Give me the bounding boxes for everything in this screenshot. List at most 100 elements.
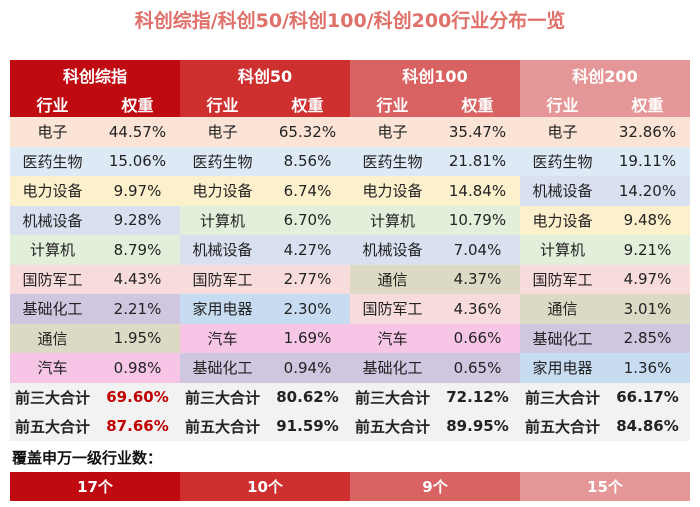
table-row: 电力设备 9.97% 电力设备 6.74% 电力设备 14.84% 机械设备 14.20% xyxy=(10,176,690,206)
table-row: 汽车 0.98% 基础化工 0.94% 基础化工 0.65% 家用电器 1.36% xyxy=(10,353,690,383)
index-header-row: 科创综指 科创50 科创100 科创200 xyxy=(10,60,690,90)
page-title: 科创综指/科创50/科创100/科创200行业分布一览 xyxy=(134,10,566,32)
weight-cell: 9.21% xyxy=(605,235,690,265)
weight-cell: 15.06% xyxy=(95,146,180,176)
industry-header: 行业 xyxy=(10,90,95,117)
industry-cell: 基础化工 xyxy=(180,353,265,383)
coverage-segment: 10个 xyxy=(180,472,350,501)
industry-cell: 医药生物 xyxy=(520,146,605,176)
weight-cell: 0.65% xyxy=(435,353,520,383)
weight-cell: 4.43% xyxy=(95,264,180,294)
industry-cell: 基础化工 xyxy=(10,294,95,324)
weight-cell: 1.69% xyxy=(265,323,350,353)
top5-label: 前五大合计 xyxy=(520,411,605,441)
top3-label: 前三大合计 xyxy=(520,382,605,412)
industry-cell: 机械设备 xyxy=(350,235,435,265)
industry-cell: 汽车 xyxy=(180,323,265,353)
industry-cell: 电子 xyxy=(180,117,265,147)
weight-cell: 3.01% xyxy=(605,294,690,324)
weight-cell: 14.20% xyxy=(605,176,690,206)
coverage-segment: 9个 xyxy=(350,472,520,501)
weight-cell: 4.36% xyxy=(435,294,520,324)
industry-cell: 电力设备 xyxy=(10,176,95,206)
industry-cell: 国防军工 xyxy=(350,294,435,324)
weight-cell: 1.95% xyxy=(95,323,180,353)
industry-cell: 医药生物 xyxy=(180,146,265,176)
coverage-label: 覆盖申万一级行业数： xyxy=(12,449,163,467)
industry-cell: 基础化工 xyxy=(520,323,605,353)
weight-cell: 8.79% xyxy=(95,235,180,265)
industry-cell: 计算机 xyxy=(180,205,265,235)
industry-cell: 机械设备 xyxy=(520,176,605,206)
weight-cell: 4.97% xyxy=(605,264,690,294)
industry-cell: 汽车 xyxy=(10,353,95,383)
industry-cell: 电子 xyxy=(350,117,435,147)
table-row: 通信 1.95% 汽车 1.69% 汽车 0.66% 基础化工 2.85% xyxy=(10,323,690,353)
industry-cell: 电子 xyxy=(10,117,95,147)
industry-cell: 医药生物 xyxy=(10,146,95,176)
table-row: 基础化工 2.21% 家用电器 2.30% 国防军工 4.36% 通信 3.01% xyxy=(10,294,690,324)
top5-label: 前五大合计 xyxy=(350,411,435,441)
top5-value: 91.59% xyxy=(265,411,350,441)
weight-header: 权重 xyxy=(435,90,520,117)
weight-cell: 14.84% xyxy=(435,176,520,206)
table-row: 国防军工 4.43% 国防军工 2.77% 通信 4.37% 国防军工 4.97% xyxy=(10,264,690,294)
weight-header: 权重 xyxy=(95,90,180,117)
coverage-bar: 17个 10个 9个 15个 xyxy=(10,472,690,501)
industry-header: 行业 xyxy=(520,90,605,117)
industry-cell: 电力设备 xyxy=(180,176,265,206)
top3-label: 前三大合计 xyxy=(350,382,435,412)
industry-cell: 国防军工 xyxy=(180,264,265,294)
index-name: 科创100 xyxy=(350,60,520,90)
column-header-row: 行业 权重 行业 权重 行业 权重 行业 权重 xyxy=(10,90,690,117)
weight-cell: 2.85% xyxy=(605,323,690,353)
table-row: 医药生物 15.06% 医药生物 8.56% 医药生物 21.81% 医药生物 19.11% xyxy=(10,146,690,176)
index-name: 科创综指 xyxy=(10,60,180,90)
weight-cell: 65.32% xyxy=(265,117,350,147)
top3-value: 66.17% xyxy=(605,382,690,412)
industry-cell: 计算机 xyxy=(520,235,605,265)
top3-label: 前三大合计 xyxy=(10,382,95,412)
top3-label: 前三大合计 xyxy=(180,382,265,412)
weight-cell: 6.70% xyxy=(265,205,350,235)
weight-header: 权重 xyxy=(265,90,350,117)
industry-cell: 汽车 xyxy=(350,323,435,353)
top5-value: 87.66% xyxy=(95,411,180,441)
weight-header: 权重 xyxy=(605,90,690,117)
industry-cell: 计算机 xyxy=(10,235,95,265)
table-row: 电子 44.57% 电子 65.32% 电子 35.47% 电子 32.86% xyxy=(10,117,690,147)
weight-cell: 35.47% xyxy=(435,117,520,147)
weight-cell: 44.57% xyxy=(95,117,180,147)
coverage-segment: 15个 xyxy=(520,472,690,501)
industry-cell: 国防军工 xyxy=(10,264,95,294)
weight-cell: 21.81% xyxy=(435,146,520,176)
industry-cell: 电力设备 xyxy=(350,176,435,206)
top5-label: 前五大合计 xyxy=(180,411,265,441)
industry-cell: 电力设备 xyxy=(520,205,605,235)
top3-value: 69.60% xyxy=(95,382,180,412)
industry-cell: 家用电器 xyxy=(180,294,265,324)
weight-cell: 10.79% xyxy=(435,205,520,235)
industry-cell: 机械设备 xyxy=(180,235,265,265)
industry-cell: 家用电器 xyxy=(520,353,605,383)
coverage-segment: 17个 xyxy=(10,472,180,501)
top5-value: 89.95% xyxy=(435,411,520,441)
industry-cell: 医药生物 xyxy=(350,146,435,176)
weight-cell: 4.37% xyxy=(435,264,520,294)
industry-cell: 通信 xyxy=(520,294,605,324)
index-name: 科创200 xyxy=(520,60,690,90)
index-name: 科创50 xyxy=(180,60,350,90)
weight-cell: 0.66% xyxy=(435,323,520,353)
industry-table: 科创综指 科创50 科创100 科创200 行业 权重 行业 权重 行业 权重 行业 权重 电子 44.5… xyxy=(10,60,690,441)
table-row: 计算机 8.79% 机械设备 4.27% 机械设备 7.04% 计算机 9.21% xyxy=(10,235,690,265)
weight-cell: 9.97% xyxy=(95,176,180,206)
table-row: 机械设备 9.28% 计算机 6.70% 计算机 10.79% 电力设备 9.48% xyxy=(10,205,690,235)
industry-cell: 电子 xyxy=(520,117,605,147)
top3-value: 72.12% xyxy=(435,382,520,412)
weight-cell: 7.04% xyxy=(435,235,520,265)
weight-cell: 2.30% xyxy=(265,294,350,324)
weight-cell: 6.74% xyxy=(265,176,350,206)
industry-header: 行业 xyxy=(180,90,265,117)
top5-row: 前五大合计 87.66% 前五大合计 91.59% 前五大合计 89.95% 前五大合计 84… xyxy=(10,411,690,441)
industry-cell: 机械设备 xyxy=(10,205,95,235)
